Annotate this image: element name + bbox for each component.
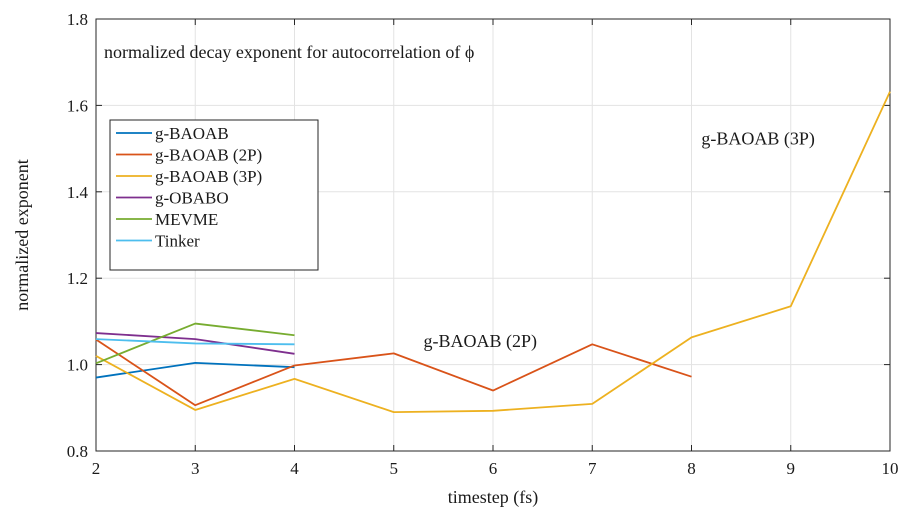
series-line-g-baoab-3p bbox=[95, 91, 891, 414]
series-line-g-baoab bbox=[95, 361, 295, 379]
legend-entry-label: g-BAOAB (2P) bbox=[155, 146, 262, 165]
legend-entry-label: Tinker bbox=[155, 232, 200, 251]
series-line-tinker bbox=[95, 338, 295, 346]
x-tick-label: 8 bbox=[687, 459, 696, 478]
annotation-label: g-BAOAB (2P) bbox=[424, 331, 538, 352]
x-tick-label: 3 bbox=[191, 459, 200, 478]
legend-box bbox=[109, 119, 319, 271]
y-axis-label: normalized exponent bbox=[12, 159, 32, 310]
y-tick-label: 1.4 bbox=[67, 183, 89, 202]
axis-ticks: 2 3 4 5 6 7 8 9 10 0.8 1.0 1.2 1.4 1.6 1.8 bbox=[67, 10, 899, 478]
series-line-g-obabo bbox=[95, 332, 295, 355]
x-tick-label: 5 bbox=[390, 459, 399, 478]
series-line-mevme bbox=[95, 322, 295, 365]
annotations: g-BAOAB (2P) g-BAOAB (3P) bbox=[424, 128, 815, 352]
y-tick-label: 1.8 bbox=[67, 10, 88, 29]
series-lines bbox=[95, 91, 891, 414]
annotation-label: g-BAOAB (3P) bbox=[701, 128, 815, 149]
y-tick-label: 1.2 bbox=[67, 269, 88, 288]
x-tick-label: 7 bbox=[588, 459, 597, 478]
legend: g-BAOAB g-BAOAB (2P) g-BAOAB (3P) g-OBABO ME… bbox=[109, 119, 319, 271]
legend-entry-label: MEVME bbox=[155, 210, 218, 229]
y-tick-label: 0.8 bbox=[67, 442, 88, 461]
x-tick-label: 10 bbox=[882, 459, 899, 478]
legend-entry-label: g-BAOAB bbox=[155, 124, 229, 143]
chart-title: normalized decay exponent for autocorrel… bbox=[104, 42, 474, 62]
legend-entry-label: g-OBABO bbox=[155, 189, 229, 208]
legend-entry-label: g-BAOAB (3P) bbox=[155, 167, 262, 186]
series-line-g-baoab-2p bbox=[95, 338, 692, 407]
x-tick-label: 4 bbox=[290, 459, 299, 478]
x-tick-label: 2 bbox=[92, 459, 101, 478]
x-tick-label: 9 bbox=[787, 459, 796, 478]
y-tick-label: 1.6 bbox=[67, 96, 88, 115]
x-axis-label: timestep (fs) bbox=[448, 487, 538, 508]
y-tick-label: 1.0 bbox=[67, 356, 88, 375]
x-tick-label: 6 bbox=[489, 459, 498, 478]
